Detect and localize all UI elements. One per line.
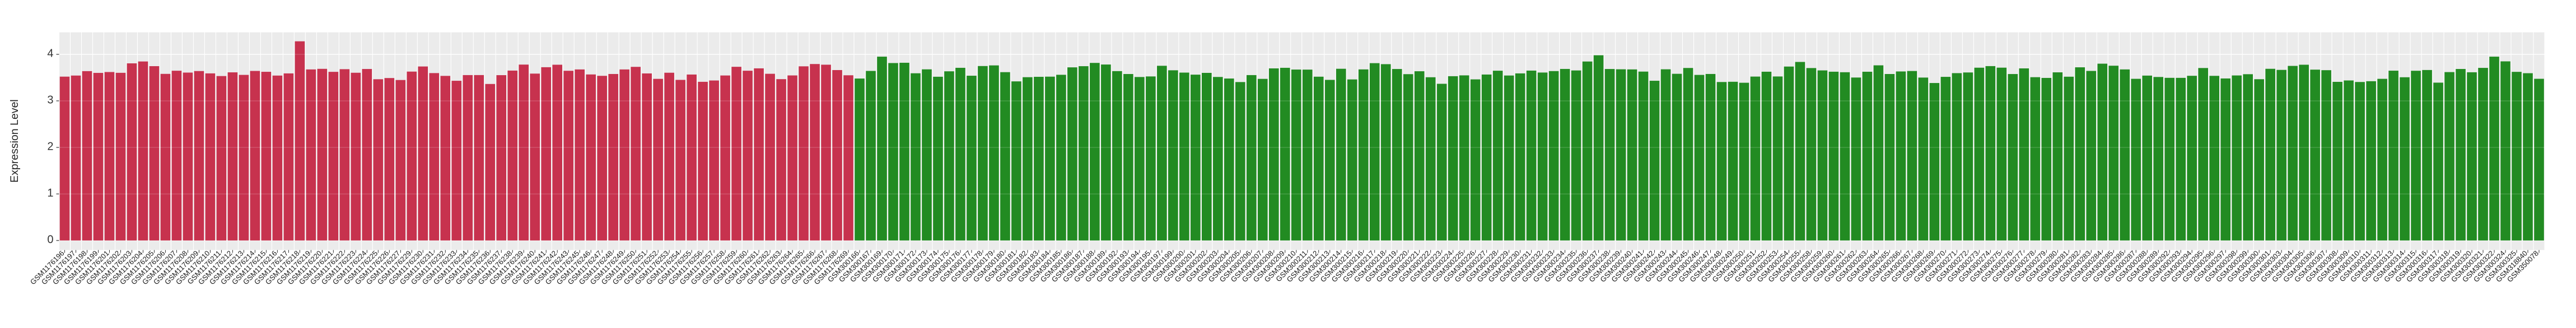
svg-text:0: 0 xyxy=(47,234,53,246)
svg-text:1: 1 xyxy=(47,187,53,200)
svg-text:4: 4 xyxy=(47,48,53,60)
svg-text:3: 3 xyxy=(47,94,53,107)
svg-text:2: 2 xyxy=(47,141,53,153)
svg-text:Expression Level: Expression Level xyxy=(8,99,21,183)
